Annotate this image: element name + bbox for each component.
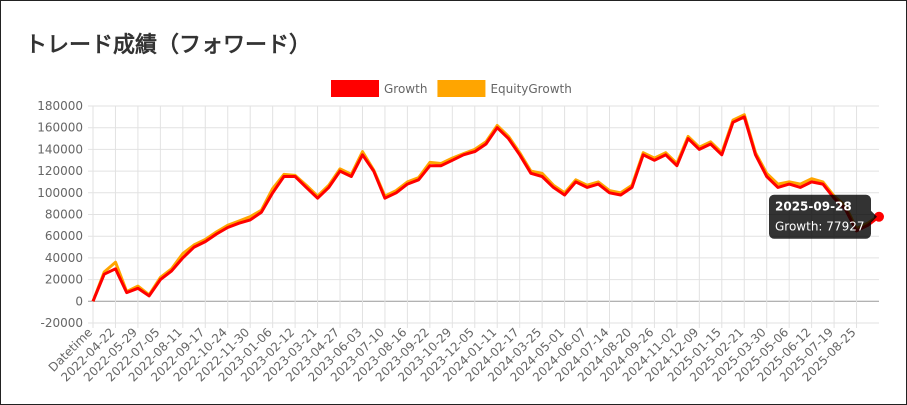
y-tick-label: 80000 — [45, 208, 83, 222]
legend-swatch — [331, 80, 379, 97]
y-tick-label: 120000 — [37, 164, 83, 178]
y-tick-label: 100000 — [37, 186, 83, 200]
y-tick-label: 0 — [75, 294, 83, 308]
hover-point — [874, 211, 884, 222]
y-tick-label: 160000 — [37, 121, 83, 135]
y-tick-label: 60000 — [45, 229, 83, 243]
y-tick-label: -20000 — [40, 316, 83, 330]
series-line — [91, 115, 880, 302]
tooltip-body: Growth: 77927 — [775, 220, 864, 234]
tooltip-box — [769, 194, 871, 239]
legend-label: Growth — [384, 82, 427, 96]
tooltip-title: 2025-09-28 — [775, 200, 852, 214]
page-title: トレード成績（フォワード） — [25, 33, 312, 58]
y-tick-label: 20000 — [45, 273, 83, 287]
y-tick-label: 180000 — [37, 99, 83, 113]
y-tick-label: 140000 — [37, 142, 83, 156]
y-tick-label: 40000 — [45, 251, 83, 265]
legend-swatch — [437, 80, 486, 97]
legend-label: EquityGrowth — [490, 82, 571, 96]
tooltip-caret — [871, 210, 877, 223]
